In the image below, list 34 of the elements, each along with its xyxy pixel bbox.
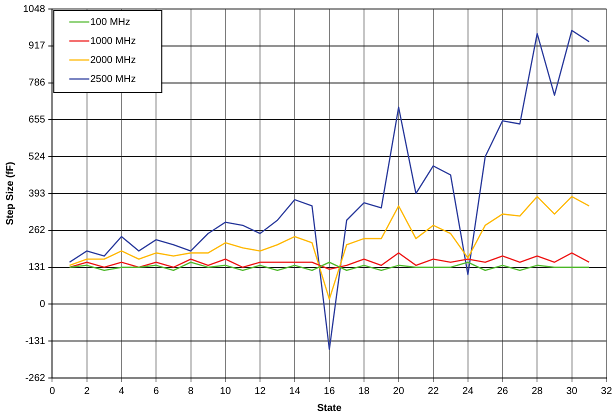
y-tick-label: 131: [28, 262, 46, 274]
x-tick-label: 4: [118, 386, 125, 397]
legend-label: 2500 MHz: [90, 74, 136, 85]
x-tick-label: 18: [358, 386, 370, 397]
x-tick-label: 0: [49, 386, 56, 397]
y-tick-label: 262: [28, 225, 46, 236]
x-tick-label: 32: [600, 386, 612, 397]
x-tick-label: 30: [566, 386, 578, 397]
legend-label: 2000 MHz: [90, 54, 136, 66]
y-tick-label: 655: [28, 114, 46, 126]
x-tick-label: 20: [393, 386, 405, 397]
x-tick-label: 8: [188, 386, 194, 397]
legend-label: 1000 MHz: [90, 36, 136, 47]
y-tick-label: 524: [28, 151, 46, 162]
y-tick-label: 1048: [22, 4, 46, 15]
y-tick-label: -131: [25, 336, 46, 347]
x-tick-label: 2: [84, 386, 90, 397]
x-axis-title: State: [317, 402, 342, 414]
x-tick-label: 24: [462, 386, 474, 397]
y-tick-label: 786: [28, 78, 46, 89]
x-tick-label: 28: [532, 386, 544, 397]
x-tick-label: 6: [153, 386, 160, 397]
x-tick-label: 10: [220, 386, 232, 397]
y-tick-label: 917: [28, 40, 46, 52]
y-tick-label: 0: [40, 298, 46, 310]
legend-label: 100 MHz: [90, 16, 130, 28]
x-tick-label: 12: [254, 386, 266, 397]
x-tick-label: 26: [496, 386, 509, 397]
y-tick-label: 393: [28, 188, 46, 200]
y-tick-label: -262: [25, 372, 46, 384]
y-axis-title: Step Size (fF): [4, 162, 16, 226]
x-tick-label: 16: [324, 386, 336, 397]
x-tick-label: 22: [428, 386, 440, 397]
x-tick-label: 14: [289, 386, 301, 397]
